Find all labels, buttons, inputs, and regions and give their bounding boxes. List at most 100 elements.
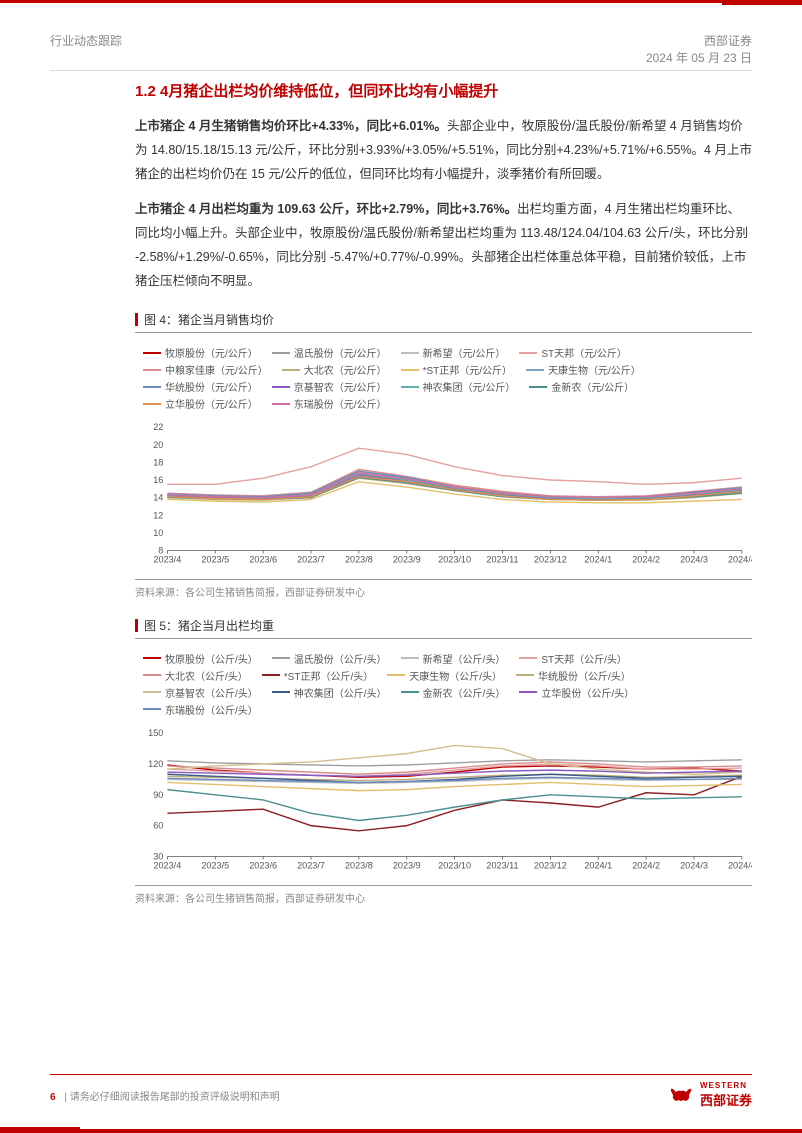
chart-5-title: 图 5：猪企当月出栏均重 [144,617,274,634]
legend-item: 天康生物（元/公斤） [526,362,641,377]
legend-label: *ST正邦（公斤/头） [284,668,373,683]
legend-item: ST天邦（公斤/头） [519,651,627,666]
legend-swatch [143,657,161,659]
svg-text:2023/7: 2023/7 [297,555,325,565]
legend-item: 京基智农（元/公斤） [272,379,387,394]
legend-swatch [529,386,547,388]
legend-label: ST天邦（元/公斤） [541,345,627,360]
legend-item: 立华股份（公斤/头） [519,685,634,700]
legend-label: 牧原股份（元/公斤） [165,345,258,360]
chart-4-block: 图 4：猪企当月销售均价 牧原股份（元/公斤）温氏股份（元/公斤）新希望（元/公… [135,311,752,599]
svg-text:10: 10 [153,528,163,538]
legend-label: 神农集团（公斤/头） [294,685,387,700]
legend-swatch [282,369,300,371]
chart-4-title: 图 4：猪企当月销售均价 [144,311,274,328]
svg-text:12: 12 [153,511,163,521]
chart-5-title-row: 图 5：猪企当月出栏均重 [135,617,752,634]
legend-item: ST天邦（元/公斤） [519,345,627,360]
page-header: 行业动态跟踪 西部证券 2024 年 05 月 23 日 [50,32,752,71]
legend-label: 立华股份（元/公斤） [165,396,258,411]
svg-text:2023/5: 2023/5 [201,555,229,565]
legend-label: 牧原股份（公斤/头） [165,651,258,666]
svg-text:2023/11: 2023/11 [486,861,518,871]
footer-logo: WESTERN 西部证券 [668,1081,752,1109]
logo-cn: 西部证券 [700,1090,752,1109]
svg-text:2023/8: 2023/8 [345,555,373,565]
legend-label: 温氏股份（公斤/头） [294,651,387,666]
svg-text:14: 14 [153,493,163,503]
bull-icon [668,1086,694,1104]
legend-swatch [519,352,537,354]
legend-item: 华统股份（公斤/头） [516,668,631,683]
header-right: 西部证券 2024 年 05 月 23 日 [646,32,752,66]
legend-swatch [519,691,537,693]
chart-4-svg: 8101214161820222023/42023/52023/62023/72… [135,419,752,571]
legend-swatch [272,386,290,388]
legend-label: 东瑞股份（公斤/头） [165,702,258,717]
svg-text:2024/2: 2024/2 [632,555,660,565]
legend-item: 天康生物（公斤/头） [387,668,502,683]
legend-label: *ST正邦（元/公斤） [423,362,512,377]
legend-swatch [401,657,419,659]
svg-text:2023/4: 2023/4 [153,861,181,871]
svg-text:2024/4: 2024/4 [728,861,752,871]
legend-item: 立华股份（元/公斤） [143,396,258,411]
svg-text:18: 18 [153,458,163,468]
legend-label: 大北农（元/公斤） [304,362,387,377]
para2-bold: 上市猪企 4 月出栏均重为 109.63 公斤，环比+2.79%，同比+3.76… [135,202,517,216]
svg-text:20: 20 [153,440,163,450]
legend-swatch [272,352,290,354]
chart-5-svg: 3060901201502023/42023/52023/62023/72023… [135,725,752,877]
legend-swatch [526,369,544,371]
legend-label: 天康生物（公斤/头） [409,668,502,683]
legend-label: 新希望（元/公斤） [423,345,506,360]
svg-text:2024/1: 2024/1 [584,861,612,871]
legend-label: 金新农（元/公斤） [551,379,634,394]
para1-bold: 上市猪企 4 月生猪销售均价环比+4.33%，同比+6.01%。 [135,119,447,133]
svg-text:2023/12: 2023/12 [534,555,567,565]
paragraph-2: 上市猪企 4 月出栏均重为 109.63 公斤，环比+2.79%，同比+3.76… [135,198,752,293]
chart-5-block: 图 5：猪企当月出栏均重 牧原股份（公斤/头） 温氏股份（公斤/头） 新希望（公斤/… [135,617,752,905]
legend-label: 金新农（公斤/头） [423,685,506,700]
chart-5-legend: 牧原股份（公斤/头） 温氏股份（公斤/头） 新希望（公斤/头） ST天邦（公斤/头） 大… [135,647,752,725]
top-border [0,0,802,3]
footer-left: 6 | 请务必仔细阅读报告尾部的投资评级说明和声明 [50,1088,280,1103]
legend-label: 天康生物（元/公斤） [548,362,641,377]
legend-item: 温氏股份（公斤/头） [272,651,387,666]
svg-text:2023/4: 2023/4 [153,555,181,565]
legend-swatch [272,691,290,693]
legend-swatch [143,691,161,693]
legend-item: 大北农（公斤/头） [143,668,248,683]
legend-swatch [143,352,161,354]
chart-4-source: 资料来源：各公司生猪销售简报，西部证券研发中心 [135,584,752,599]
svg-text:2024/3: 2024/3 [680,555,708,565]
legend-swatch [262,674,280,676]
svg-text:22: 22 [153,422,163,432]
legend-item: *ST正邦（公斤/头） [262,668,373,683]
svg-text:2024/3: 2024/3 [680,861,708,871]
header-date: 2024 年 05 月 23 日 [646,49,752,66]
svg-text:150: 150 [148,728,163,738]
legend-label: 华统股份（元/公斤） [165,379,258,394]
svg-text:2023/10: 2023/10 [438,861,471,871]
legend-swatch [401,386,419,388]
svg-text:2023/11: 2023/11 [486,555,518,565]
footer-bar [0,1129,802,1133]
legend-swatch [143,674,161,676]
chart-title-bar-icon [135,619,138,632]
legend-label: 新希望（公斤/头） [423,651,506,666]
content: 1.2 4月猪企出栏均价维持低位，但同环比均有小幅提升 上市猪企 4 月生猪销售… [135,80,752,905]
svg-text:2024/4: 2024/4 [728,555,752,565]
legend-label: 京基智农（元/公斤） [294,379,387,394]
legend-item: 新希望（元/公斤） [401,345,506,360]
legend-swatch [143,369,161,371]
legend-swatch [401,691,419,693]
legend-item: 东瑞股份（元/公斤） [272,396,387,411]
svg-text:2023/6: 2023/6 [249,555,277,565]
svg-text:60: 60 [153,821,163,831]
svg-text:2023/9: 2023/9 [393,861,421,871]
legend-swatch [272,403,290,405]
legend-item: 金新农（公斤/头） [401,685,506,700]
logo-text: WESTERN 西部证券 [700,1081,752,1109]
legend-swatch [401,352,419,354]
